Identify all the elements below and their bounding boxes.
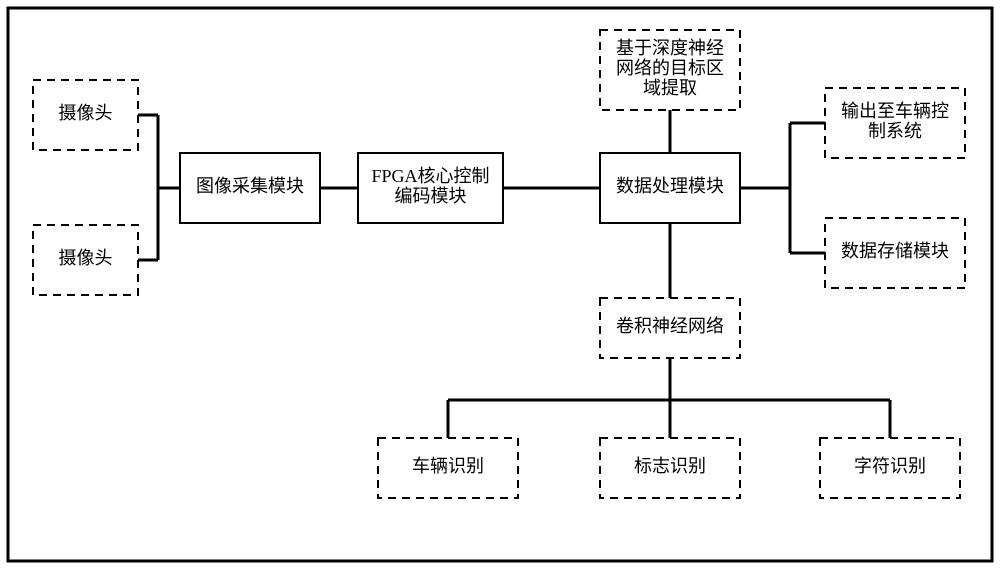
node-cnn-label: 卷积神经网络 [616,316,724,336]
node-char: 字符识别 [820,438,960,498]
node-fpga-label: 编码模块 [395,186,467,206]
diagram-canvas: 摄像头摄像头图像采集模块FPGA核心控制编码模块数据处理模块基于深度神经网络的目… [0,0,1000,569]
node-store: 数据存储模块 [825,218,965,288]
node-proc-label: 数据处理模块 [616,176,724,196]
node-cam1-label: 摄像头 [59,103,113,123]
node-proc: 数据处理模块 [600,153,740,223]
node-out: 输出至车辆控制系统 [825,88,965,158]
node-store-label: 数据存储模块 [841,241,949,261]
node-cam2-label: 摄像头 [59,248,113,268]
node-layer: 摄像头摄像头图像采集模块FPGA核心控制编码模块数据处理模块基于深度神经网络的目… [33,30,965,498]
node-out-label: 输出至车辆控 [841,101,949,121]
node-cam2: 摄像头 [33,225,138,295]
node-out-label: 制系统 [868,121,922,141]
node-dnn: 基于深度神经网络的目标区域提取 [600,30,740,110]
node-veh-label: 车辆识别 [412,456,484,476]
node-dnn-label: 域提取 [643,78,697,98]
node-cam1: 摄像头 [33,80,138,150]
node-acq: 图像采集模块 [180,153,320,223]
node-fpga: FPGA核心控制编码模块 [358,153,503,223]
node-acq-label: 图像采集模块 [196,176,304,196]
node-sign: 标志识别 [600,438,740,498]
node-char-label: 字符识别 [854,456,926,476]
node-dnn-label: 基于深度神经 [616,38,724,58]
node-dnn-label: 网络的目标区 [616,58,724,78]
node-veh: 车辆识别 [378,438,518,498]
node-cnn: 卷积神经网络 [600,298,740,358]
node-fpga-label: FPGA核心控制 [371,166,489,186]
node-sign-label: 标志识别 [634,456,706,476]
